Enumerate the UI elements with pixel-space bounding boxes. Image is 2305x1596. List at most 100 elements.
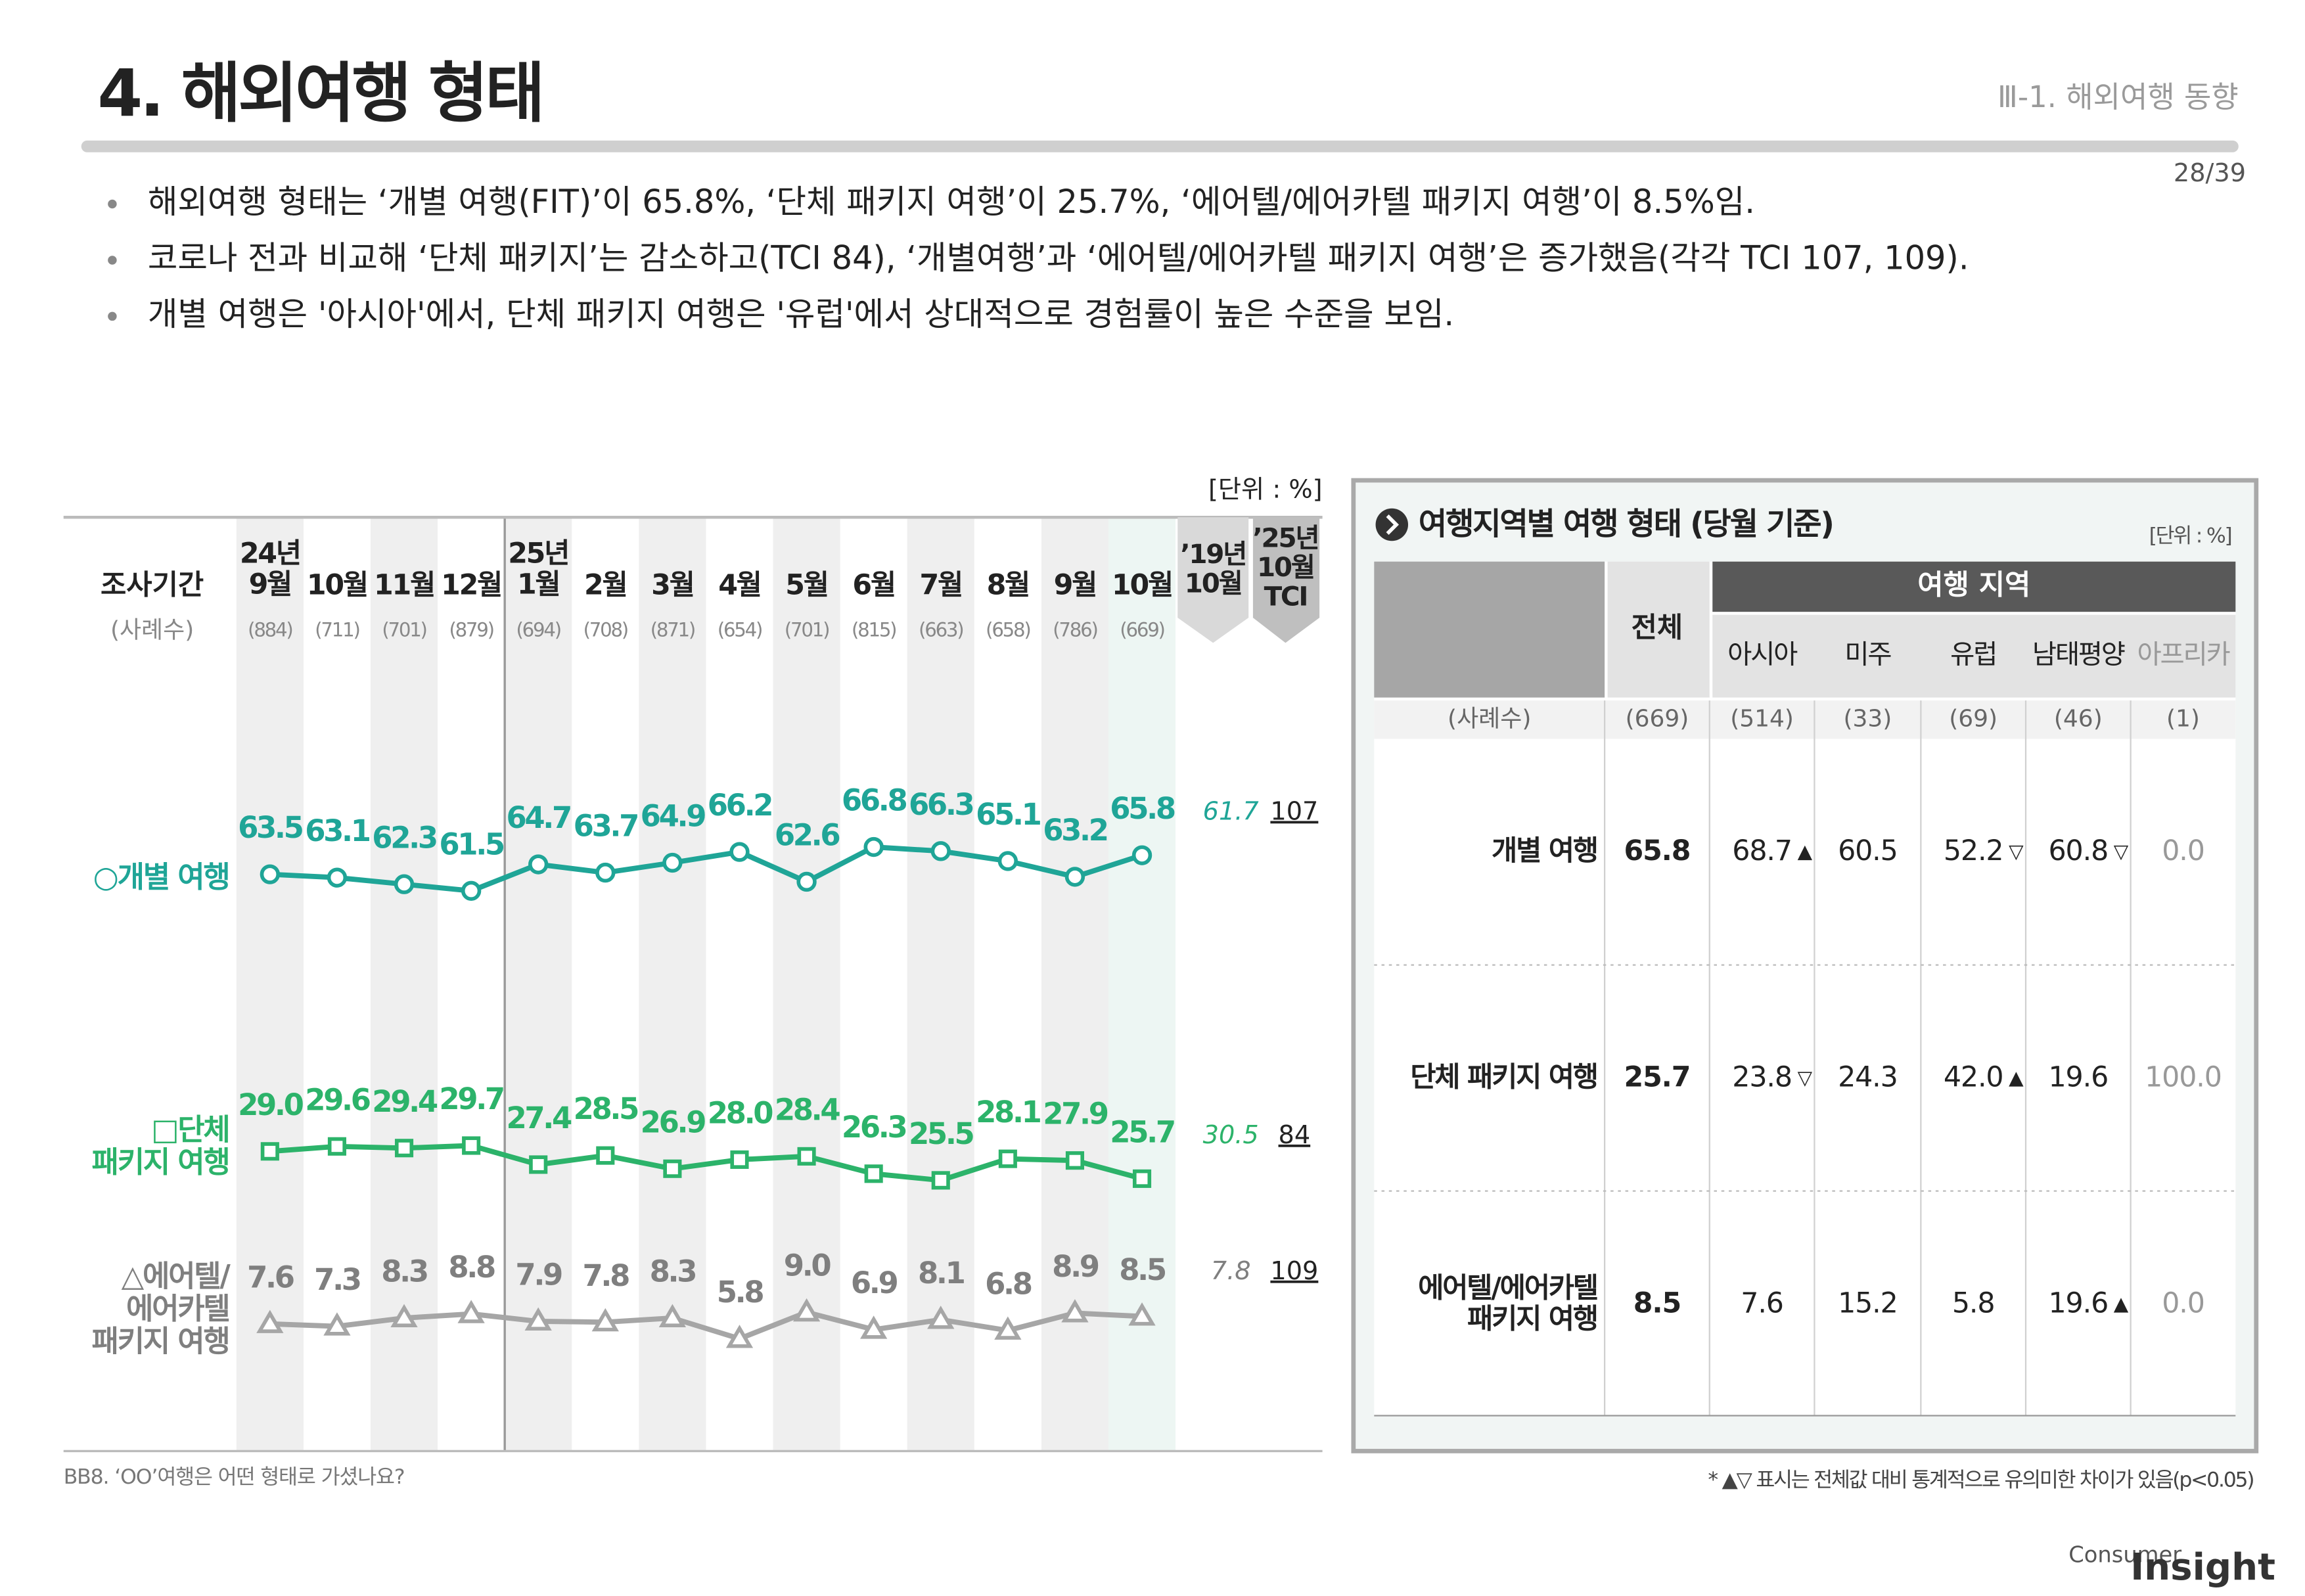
- data-label: 8.1: [918, 1256, 965, 1290]
- line-chart: [단위 : %] 조사기간 (사례수) 24년 9월 (884) 10월 (711) 11월 (7…: [63, 475, 1323, 1489]
- data-label: 64.7: [506, 800, 570, 835]
- tci-header: ’25년 10월 TCI: [1252, 522, 1318, 612]
- data-label: 28.4: [775, 1092, 840, 1127]
- series-name: ○개별 여행: [93, 859, 229, 894]
- point-marker: [860, 1315, 888, 1339]
- bullets: 해외여행 형태는 ‘개별 여행(FIT)’이 65.8%, ‘단체 패키지 여행…: [108, 183, 1969, 333]
- point-marker: [730, 1150, 749, 1169]
- column-shade: [505, 517, 572, 1451]
- significance-mark: ▲: [1798, 840, 1813, 863]
- point-marker: [528, 854, 549, 875]
- sample-size: (701): [382, 618, 426, 641]
- data-label: 28.0: [708, 1095, 773, 1130]
- data-label: 61.5: [439, 827, 504, 861]
- data-label: 63.7: [574, 809, 638, 844]
- data-label: 7.3: [314, 1262, 360, 1297]
- row-label: 단체 패키지 여행: [1410, 1060, 1597, 1093]
- significance-mark: ▽: [1798, 1066, 1813, 1089]
- header-group: 여행 지역: [1917, 568, 2030, 601]
- point-marker: [797, 1147, 816, 1166]
- table-cell: 65.8: [1624, 834, 1690, 867]
- point-marker: [595, 862, 616, 883]
- point-marker: [658, 1304, 687, 1328]
- sample-size: (514): [1730, 705, 1794, 732]
- point-marker: [663, 1159, 682, 1178]
- page-title: 4. 해외여행 형태: [97, 56, 541, 131]
- series-line: [269, 1310, 1143, 1342]
- table-cell: 42.0: [1944, 1060, 2003, 1093]
- table-cell: 19.6: [2049, 1060, 2109, 1093]
- sample-size: (33): [1843, 705, 1892, 732]
- sample-size: (669): [1626, 705, 1689, 732]
- point-marker: [997, 851, 1018, 871]
- point-marker: [327, 1137, 346, 1156]
- sample-size: (1): [2166, 705, 2200, 732]
- brand-small: Consumer: [2068, 1542, 2181, 1568]
- data-label: 25.7: [1110, 1114, 1174, 1149]
- point-marker: [529, 1155, 548, 1174]
- data-label: 7.6: [247, 1260, 294, 1294]
- table-cell: 0.0: [2162, 834, 2204, 867]
- bullet-text: 개별 여행은 '아시아'에서, 단체 패키지 여행은 '유럽'에서 상대적으로 …: [148, 295, 1454, 333]
- data-label: 66.2: [708, 788, 772, 823]
- table-cell: 19.6: [2049, 1287, 2109, 1319]
- sample-size: (879): [449, 618, 493, 641]
- series-line: [269, 1143, 1143, 1183]
- title-icon-arrow: [1386, 514, 1400, 535]
- point-marker: [864, 1164, 883, 1183]
- data-label: 7.8: [583, 1258, 629, 1293]
- header-group-bg: [1712, 561, 2236, 612]
- data-label: 27.4: [506, 1101, 572, 1135]
- sample-size: (815): [852, 618, 896, 641]
- point-marker: [931, 1171, 950, 1190]
- table-cell: 24.3: [1838, 1060, 1898, 1093]
- column-shade: [1041, 517, 1108, 1451]
- x-tick-label: 12월: [441, 568, 501, 601]
- title-rule: [81, 140, 2239, 152]
- sample-size: (46): [2054, 705, 2103, 732]
- sample-row-bg: [1374, 700, 2236, 739]
- x-tick-label: 9월: [1054, 568, 1097, 601]
- comparison-value: 61.7: [1203, 797, 1259, 826]
- data-label: 29.4: [372, 1084, 438, 1119]
- table-cell: 60.8: [2049, 834, 2109, 867]
- data-label: 28.1: [976, 1095, 1041, 1129]
- data-label: 8.3: [381, 1254, 427, 1288]
- header-regions-bg: [1712, 614, 2236, 698]
- table-cell: 0.0: [2162, 1287, 2204, 1319]
- significance-note: * ▲▽ 표시는 전체값 대비 통계적으로 유의미한 차이가 있음(p<0.05…: [1708, 1468, 2253, 1492]
- sample-label: (사례수): [1448, 705, 1531, 732]
- point-marker: [596, 1146, 615, 1165]
- point-marker: [1128, 1302, 1156, 1326]
- point-marker: [327, 867, 348, 888]
- point-marker: [998, 1149, 1017, 1168]
- comparison-header-bg: [1177, 517, 1249, 643]
- table-cell: 25.7: [1624, 1060, 1690, 1093]
- column-shade: [1108, 517, 1176, 1451]
- sample-size: (69): [1949, 705, 1997, 732]
- table-cell: 23.8: [1732, 1060, 1792, 1093]
- bullet-dot: [108, 311, 117, 321]
- header-corner: [1374, 561, 1605, 698]
- point-marker: [863, 836, 884, 857]
- data-label: 25.5: [909, 1116, 974, 1151]
- column-shade: [907, 517, 974, 1451]
- table-cell: 15.2: [1838, 1287, 1898, 1319]
- data-label: 6.8: [985, 1266, 1032, 1301]
- sample-size: (654): [718, 618, 762, 641]
- section-label: Ⅲ-1. 해외여행 동향: [1997, 80, 2239, 114]
- point-marker: [524, 1307, 552, 1331]
- point-marker: [591, 1308, 619, 1332]
- x-tick-label: 2월: [584, 568, 627, 601]
- bullet-text: 코로나 전과 비교해 ‘단체 패키지’는 감소하고(TCI 84), ‘개별여행…: [148, 239, 1969, 277]
- data-label: 65.8: [1110, 791, 1175, 826]
- point-marker: [725, 1325, 754, 1348]
- point-marker: [323, 1312, 351, 1336]
- data-label: 29.6: [305, 1082, 370, 1117]
- significance-mark: ▽: [2114, 840, 2129, 863]
- tci-value: 109: [1270, 1257, 1318, 1286]
- data-label: 9.0: [784, 1248, 831, 1283]
- sample-size: (658): [986, 618, 1030, 641]
- header-region: 아프리카: [2137, 639, 2230, 670]
- data-label: 5.8: [717, 1275, 764, 1310]
